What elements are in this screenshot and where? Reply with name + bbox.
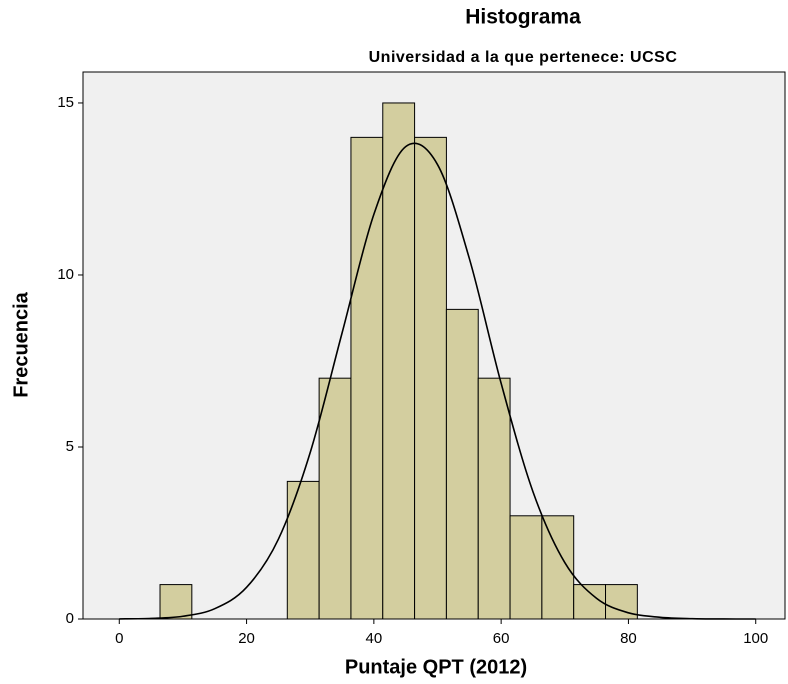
x-axis-label: Puntaje QPT (2012) bbox=[345, 656, 527, 678]
bar bbox=[159, 584, 193, 620]
bar bbox=[286, 480, 320, 620]
y-tick-label: 5 bbox=[66, 438, 74, 455]
y-tick-label: 0 bbox=[66, 610, 74, 627]
bar bbox=[318, 377, 352, 620]
bar bbox=[414, 136, 447, 620]
x-tick-label: 100 bbox=[743, 630, 768, 647]
bar bbox=[541, 515, 575, 620]
bar bbox=[477, 377, 511, 620]
normal-curve bbox=[119, 142, 756, 620]
chart-title: Histograma bbox=[465, 6, 581, 29]
y-tick-label: 15 bbox=[57, 94, 74, 111]
y-tick-label: 10 bbox=[57, 266, 74, 283]
x-tick-label: 0 bbox=[115, 630, 123, 647]
bar bbox=[350, 136, 384, 620]
x-tick-label: 80 bbox=[620, 630, 637, 647]
bar bbox=[445, 308, 479, 620]
x-tick-label: 20 bbox=[238, 630, 255, 647]
bar bbox=[509, 515, 543, 620]
x-tick-label: 60 bbox=[493, 630, 510, 647]
chart-subtitle: Universidad a la que pertenece: UCSC bbox=[369, 49, 678, 66]
x-tick-label: 40 bbox=[366, 630, 383, 647]
y-axis-label: Frecuencia bbox=[10, 291, 32, 397]
bar bbox=[382, 102, 416, 620]
